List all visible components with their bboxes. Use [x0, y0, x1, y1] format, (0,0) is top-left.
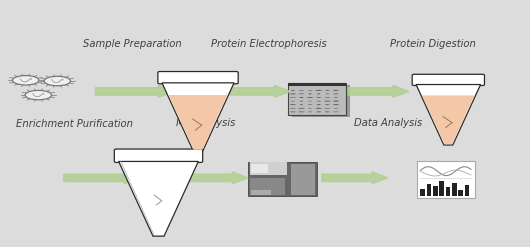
Ellipse shape — [308, 93, 312, 94]
Ellipse shape — [300, 101, 303, 102]
Text: Enrichment Purification: Enrichment Purification — [16, 119, 132, 128]
Bar — [251, 164, 268, 173]
Ellipse shape — [299, 97, 303, 98]
Bar — [250, 162, 287, 175]
Ellipse shape — [325, 111, 330, 112]
Text: Sample Preparation: Sample Preparation — [83, 40, 182, 49]
FancyArrow shape — [95, 85, 174, 97]
Ellipse shape — [289, 97, 296, 98]
Bar — [292, 85, 350, 117]
Text: Protein Electrophoresis: Protein Electrophoresis — [211, 40, 327, 49]
Ellipse shape — [316, 111, 321, 112]
Bar — [420, 189, 425, 196]
FancyBboxPatch shape — [412, 74, 484, 85]
Bar — [452, 183, 456, 196]
Ellipse shape — [44, 76, 70, 86]
Ellipse shape — [298, 108, 305, 109]
Ellipse shape — [315, 90, 322, 91]
FancyBboxPatch shape — [158, 72, 238, 84]
Ellipse shape — [325, 104, 330, 105]
Polygon shape — [422, 95, 474, 144]
FancyArrow shape — [322, 172, 388, 184]
Bar — [248, 162, 316, 196]
Ellipse shape — [25, 90, 51, 100]
Ellipse shape — [316, 101, 321, 102]
Bar — [288, 83, 346, 86]
Ellipse shape — [316, 108, 322, 109]
Ellipse shape — [290, 93, 296, 94]
Bar — [427, 184, 431, 196]
Bar — [250, 178, 285, 195]
Bar — [439, 181, 444, 196]
Ellipse shape — [316, 97, 321, 98]
Polygon shape — [119, 162, 198, 236]
Text: Data Analysis: Data Analysis — [354, 119, 422, 128]
Ellipse shape — [324, 108, 330, 109]
Bar — [290, 165, 315, 195]
Ellipse shape — [317, 93, 321, 94]
Ellipse shape — [333, 104, 339, 105]
Ellipse shape — [333, 101, 339, 102]
FancyArrow shape — [182, 172, 248, 184]
Ellipse shape — [308, 108, 312, 109]
Ellipse shape — [334, 97, 338, 98]
Bar — [446, 187, 450, 196]
Ellipse shape — [307, 97, 313, 98]
Ellipse shape — [325, 97, 330, 98]
Ellipse shape — [291, 90, 295, 91]
Bar — [433, 186, 438, 196]
Bar — [418, 161, 476, 198]
Ellipse shape — [13, 76, 39, 85]
Ellipse shape — [308, 104, 312, 105]
Polygon shape — [162, 83, 234, 150]
Polygon shape — [416, 84, 481, 145]
Bar — [458, 190, 463, 196]
Bar — [251, 190, 271, 195]
Ellipse shape — [325, 90, 329, 91]
Ellipse shape — [290, 104, 296, 105]
FancyBboxPatch shape — [114, 149, 202, 163]
Bar — [417, 161, 475, 198]
Polygon shape — [169, 95, 227, 150]
FancyArrow shape — [229, 85, 290, 97]
Text: Protein Digestion: Protein Digestion — [390, 40, 475, 49]
Ellipse shape — [333, 90, 339, 91]
Bar — [288, 83, 346, 115]
Ellipse shape — [307, 90, 313, 91]
FancyArrow shape — [64, 172, 140, 184]
Ellipse shape — [299, 90, 304, 91]
Bar — [465, 185, 469, 196]
Text: MS Analysis: MS Analysis — [176, 119, 236, 128]
FancyArrow shape — [348, 85, 409, 97]
Ellipse shape — [324, 101, 331, 102]
Ellipse shape — [300, 104, 303, 105]
Ellipse shape — [317, 104, 321, 105]
